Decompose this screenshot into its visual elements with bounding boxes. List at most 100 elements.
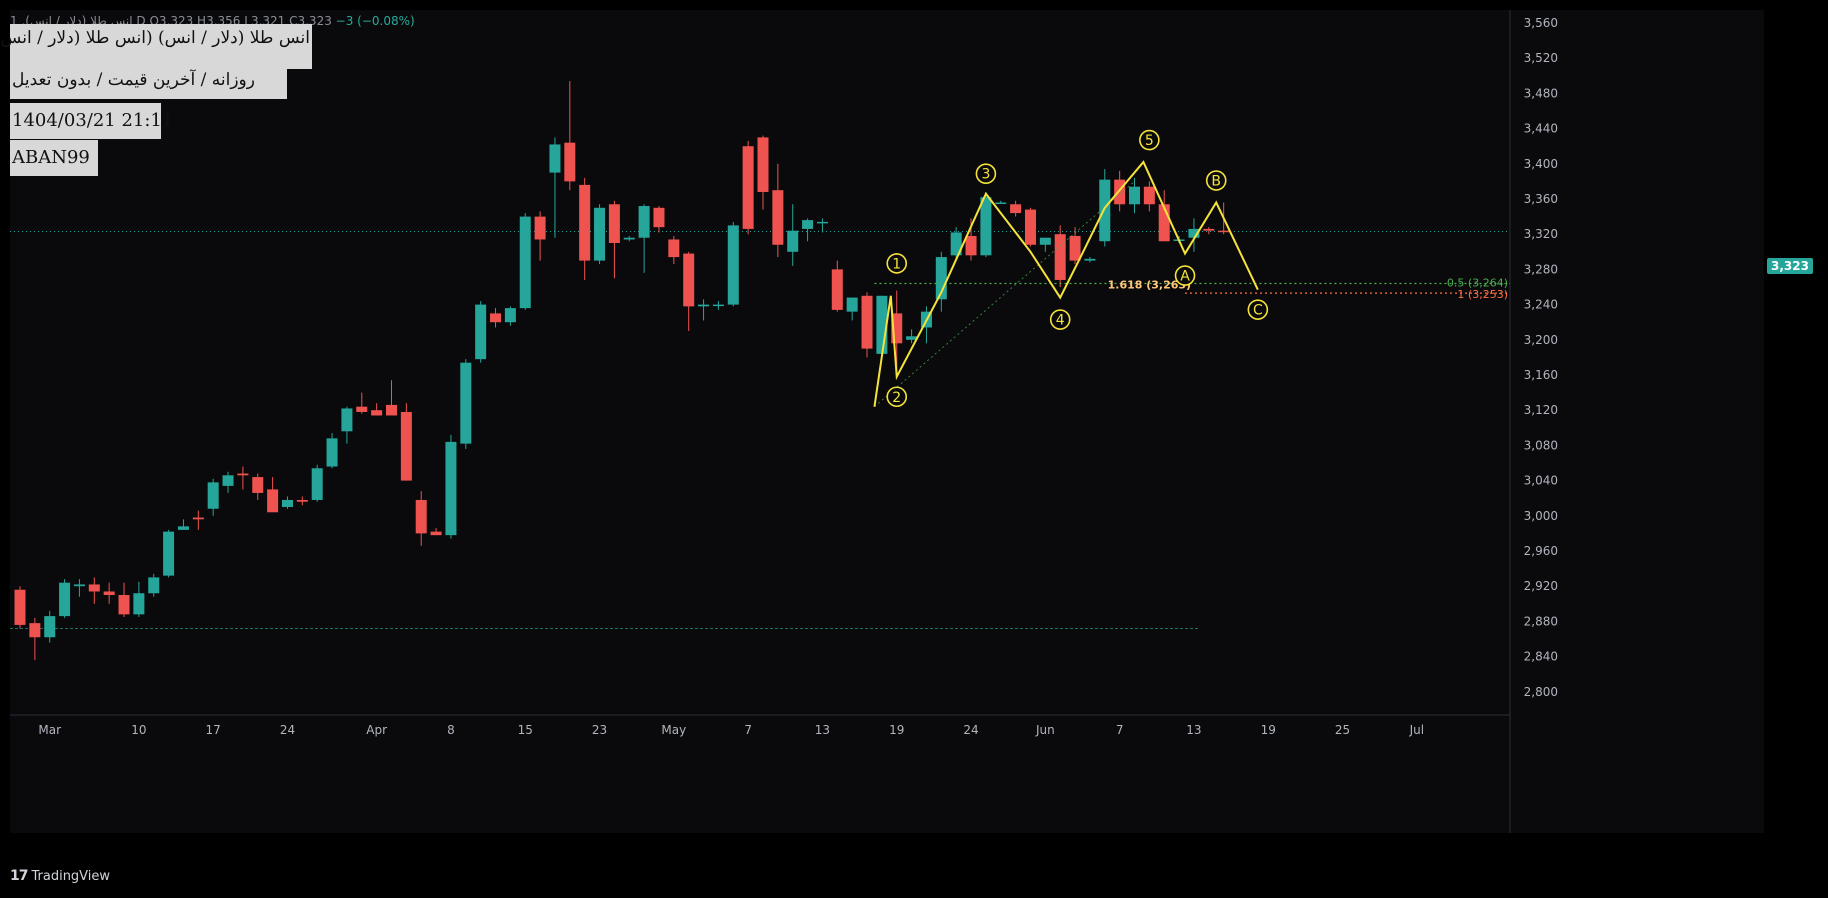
x-tick-label: 24 (280, 723, 295, 737)
y-tick-label: 3,080 (1524, 438, 1558, 452)
y-tick-label: 3,160 (1524, 368, 1558, 382)
candle-body (831, 269, 843, 310)
candle-body (1069, 235, 1081, 261)
candle-body (341, 408, 353, 432)
candle-body (1114, 179, 1126, 205)
candle-body (935, 257, 947, 300)
x-tick-label: 13 (1186, 723, 1201, 737)
wave-label-circle (886, 386, 908, 408)
candle-body (475, 304, 487, 360)
candle-body (371, 410, 383, 416)
fib-label: 0.5 (3,264) (1447, 276, 1508, 289)
y-tick-label: 3,040 (1524, 474, 1558, 488)
wave-label: A (1180, 269, 1190, 285)
y-tick-label: 3,480 (1524, 86, 1558, 100)
y-tick-label: 3,400 (1524, 157, 1558, 171)
x-tick-label: 24 (963, 723, 978, 737)
wave-label-circle (1247, 299, 1269, 320)
x-tick-label: Jul (1409, 723, 1424, 737)
candle-body (1010, 204, 1022, 214)
wave-label: B (1211, 174, 1221, 190)
candle-body (1188, 228, 1200, 238)
x-tick-label: 13 (815, 723, 830, 737)
candle-body (906, 336, 918, 340)
x-tick-label: May (661, 723, 686, 737)
candle-body (281, 499, 293, 507)
brand-name: TradingView (31, 868, 111, 884)
candle-body (415, 499, 427, 534)
y-tick-label: 3,320 (1524, 227, 1558, 241)
candle-body (44, 616, 56, 638)
x-tick-label: 7 (1116, 723, 1124, 737)
candle-body (802, 220, 814, 229)
y-tick-label: 2,880 (1524, 614, 1558, 628)
candle-body (594, 207, 606, 261)
x-tick-label: 25 (1335, 723, 1350, 737)
candle-body (668, 239, 680, 258)
candle-body (192, 517, 204, 520)
x-tick-label: 7 (744, 723, 752, 737)
candle-body (965, 235, 977, 256)
candle-body (579, 184, 591, 261)
x-tick-label: 15 (518, 723, 533, 737)
ohlc-change: −3 (−0.08%) (335, 14, 415, 28)
wave-label: 1 (892, 256, 901, 272)
y-tick-label: 2,960 (1524, 544, 1558, 558)
symbol-title-label: انس طلا (دلار / انس) (انس طلا (دلار / ان… (0, 24, 312, 69)
candle-body (1143, 186, 1155, 205)
candle-body (252, 477, 264, 493)
fib-label: 1 (3,253) (1457, 288, 1508, 301)
y-tick-label: 3,120 (1524, 403, 1558, 417)
candle-body (772, 190, 784, 245)
candle-body (177, 526, 189, 530)
wave-label-circle (886, 253, 908, 274)
x-tick-label: Apr (366, 723, 387, 737)
candle-body (712, 304, 724, 307)
candle-body (311, 468, 323, 500)
x-tick-label: Jun (1035, 723, 1055, 737)
x-tick-label: 8 (447, 723, 455, 737)
y-tick-label: 3,280 (1524, 262, 1558, 276)
candle-body (1218, 230, 1230, 233)
author-label: ABAN99 (10, 140, 98, 176)
candle-body (222, 475, 234, 486)
wave-label-circle (975, 163, 997, 185)
candle-body (816, 221, 828, 224)
candle-body (876, 295, 888, 354)
tradingview-logo-icon: 𝟭𝟳 (10, 868, 29, 884)
candle-body (1129, 186, 1140, 205)
plot-area[interactable]: 2,800 2,840 2,880 2,920 2,960 3,000 3,040 3,080… (10, 10, 1764, 833)
y-tick-label: 3,000 (1524, 509, 1558, 523)
fib-extension-label: 1.618 (3,263) (1108, 278, 1191, 291)
candle-body (742, 146, 754, 229)
candlestick-chart[interactable]: 2,800 2,840 2,880 2,920 2,960 3,000 3,040 3,080… (10, 10, 1764, 833)
candle-body (564, 142, 576, 182)
candle-body (430, 531, 442, 536)
x-tick-label: 19 (1261, 723, 1276, 737)
candle-body (608, 204, 620, 243)
candle-body (59, 582, 71, 617)
y-tick-label: 3,240 (1524, 298, 1558, 312)
candle-body (14, 589, 26, 625)
candle-body (1158, 204, 1170, 242)
y-tick-label: 3,520 (1524, 51, 1558, 65)
candle-body (326, 438, 338, 467)
y-tick-label: 2,920 (1524, 579, 1558, 593)
candle-body (296, 499, 308, 502)
last-price-badge: 3,323 (1767, 258, 1813, 274)
candle-body (1203, 228, 1215, 231)
candle-body (490, 313, 502, 323)
candle-body (1054, 234, 1066, 280)
x-tick-label: 19 (889, 723, 904, 737)
wave-label: 3 (981, 167, 990, 183)
candle-body (653, 207, 665, 228)
wave-label: 5 (1145, 133, 1154, 149)
candle-body (980, 197, 992, 256)
candle-body (861, 295, 873, 349)
footer-branding[interactable]: 𝟭𝟳 TradingView (10, 868, 110, 884)
candle-body (148, 577, 160, 594)
candle-body (207, 482, 219, 509)
candle-body (103, 591, 115, 595)
candle-body (698, 304, 710, 307)
